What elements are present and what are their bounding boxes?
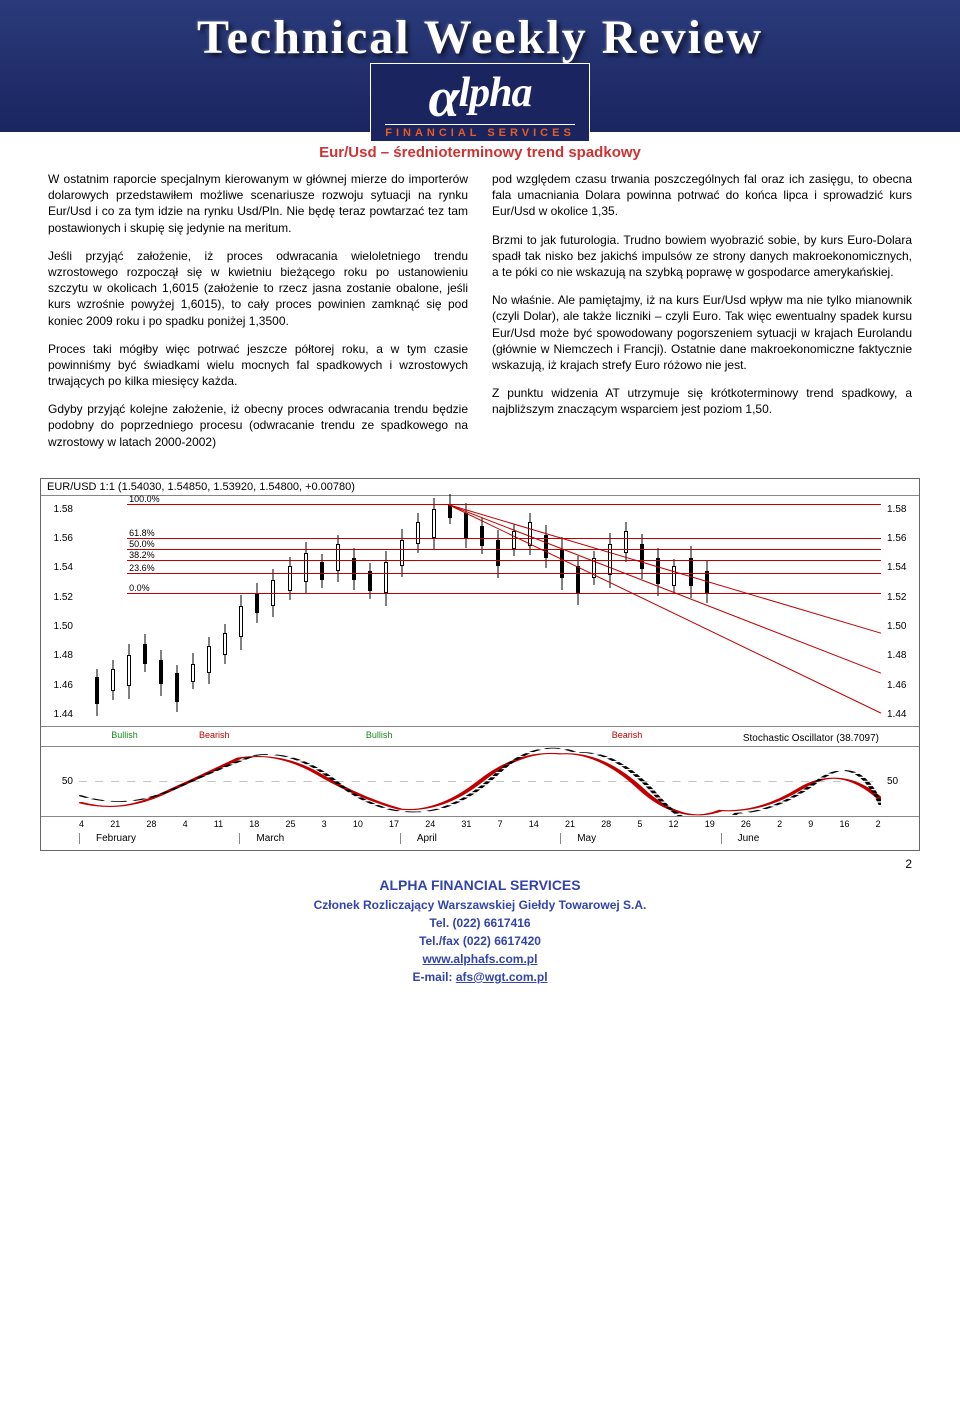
footer-fax: Tel./fax (022) 6617420 xyxy=(0,932,960,950)
logo: αlpha FINANCIAL SERVICES xyxy=(370,63,590,142)
fib-line xyxy=(127,538,881,539)
para: W ostatnim raporcie specjalnym kierowany… xyxy=(48,171,468,236)
y-tick: 1.46 xyxy=(41,680,73,691)
fib-label: 100.0% xyxy=(127,494,160,504)
osc-axis-right: 50 xyxy=(883,747,919,816)
fib-line xyxy=(127,504,881,505)
fib-line xyxy=(127,549,881,550)
footer-tel: Tel. (022) 6617416 xyxy=(0,914,960,932)
x-month: March xyxy=(239,833,399,844)
y-axis-left: 1.58 1.56 1.54 1.52 1.50 1.48 1.46 1.44 xyxy=(41,496,77,726)
page-number: 2 xyxy=(0,851,960,871)
y-tick: 1.58 xyxy=(887,504,919,515)
y-tick: 1.46 xyxy=(887,680,919,691)
y-tick: 1.54 xyxy=(887,562,919,573)
fib-line xyxy=(127,560,881,561)
footer-email-label: E-mail: xyxy=(412,970,455,984)
x-month: May xyxy=(560,833,720,844)
fib-line xyxy=(127,573,881,574)
footer: ALPHA FINANCIAL SERVICES Członek Rozlicz… xyxy=(0,871,960,1002)
y-tick: 1.44 xyxy=(887,709,919,720)
fib-label: 23.6% xyxy=(127,563,155,573)
para: Gdyby przyjąć kolejne założenie, iż obec… xyxy=(48,401,468,450)
chart-title: EUR/USD 1:1 (1.54030, 1.54850, 1.53920, … xyxy=(41,479,919,496)
fib-line xyxy=(127,593,881,594)
fib-label: 50.0% xyxy=(127,539,155,549)
section-title: Eur/Usd – średnioterminowy trend spadkow… xyxy=(0,144,960,161)
left-column: W ostatnim raporcie specjalnym kierowany… xyxy=(48,171,468,462)
x-months: FebruaryMarchAprilMayJune xyxy=(79,833,881,844)
oscillator-plot xyxy=(79,747,881,816)
x-month: February xyxy=(79,833,239,844)
chart-area: 1.581.561.541.521.501.481.461.44 1.581.5… xyxy=(41,496,919,726)
footer-line: Członek Rozliczający Warszawskiej Giełdy… xyxy=(0,896,960,914)
x-month: June xyxy=(721,833,881,844)
fib-label: 0.0% xyxy=(127,583,150,593)
para: No właśnie. Ale pamiętajmy, iż na kurs E… xyxy=(492,292,912,373)
x-month: April xyxy=(400,833,560,844)
right-column: pod względem czasu trwania poszczególnyc… xyxy=(492,171,912,462)
bull-bear-label: Bullish xyxy=(366,730,393,740)
para: Jeśli przyjąć założenie, iż proces odwra… xyxy=(48,248,468,329)
oscillator-panel: Stochastic Oscillator (38.7097) 50 50 xyxy=(41,746,919,816)
para: pod względem czasu trwania poszczególnyc… xyxy=(492,171,912,220)
logo-wordmark: αlpha xyxy=(385,66,575,130)
header-title: Technical Weekly Review xyxy=(0,10,960,65)
para: Proces taki mógłby więc potrwać jeszcze … xyxy=(48,341,468,390)
footer-org: ALPHA FINANCIAL SERVICES xyxy=(0,875,960,896)
logo-sub: FINANCIAL SERVICES xyxy=(385,124,575,139)
price-chart: EUR/USD 1:1 (1.54030, 1.54850, 1.53920, … xyxy=(40,478,920,851)
oscillator-title: Stochastic Oscillator (38.7097) xyxy=(743,733,879,744)
bull-bear-label: Bullish xyxy=(111,730,138,740)
para: Z punktu widzenia AT utrzymuje się krótk… xyxy=(492,385,912,417)
y-tick: 1.52 xyxy=(887,592,919,603)
y-tick: 1.44 xyxy=(41,709,73,720)
fib-label: 38.2% xyxy=(127,550,155,560)
body-columns: W ostatnim raporcie specjalnym kierowany… xyxy=(0,171,960,462)
plot-area: 100.0%61.8%50.0%38.2%23.6%0.0% xyxy=(79,500,881,722)
y-tick: 1.50 xyxy=(887,621,919,632)
y-tick: 1.56 xyxy=(887,533,919,544)
y-tick: 1.52 xyxy=(41,592,73,603)
para: Brzmi to jak futurologia. Trudno bowiem … xyxy=(492,232,912,281)
y-tick: 1.50 xyxy=(41,621,73,632)
bull-bear-label: Bearish xyxy=(612,730,643,740)
y-tick: 1.48 xyxy=(41,650,73,661)
trend-lines xyxy=(79,500,881,722)
y-axis-right: 1.58 1.56 1.54 1.52 1.50 1.48 1.46 1.44 xyxy=(883,496,919,726)
header-band: Technical Weekly Review αlpha FINANCIAL … xyxy=(0,2,960,132)
bull-bear-label: Bearish xyxy=(199,730,230,740)
y-tick: 1.56 xyxy=(41,533,73,544)
x-axis: 4212841118253101724317142128512192629162… xyxy=(41,816,919,850)
footer-email[interactable]: afs@wgt.com.pl xyxy=(456,970,548,984)
fib-label: 61.8% xyxy=(127,528,155,538)
y-tick: 1.58 xyxy=(41,504,73,515)
footer-url[interactable]: www.alphafs.com.pl xyxy=(423,952,538,966)
y-tick: 1.54 xyxy=(41,562,73,573)
y-tick: 1.48 xyxy=(887,650,919,661)
osc-axis-left: 50 xyxy=(41,747,77,816)
